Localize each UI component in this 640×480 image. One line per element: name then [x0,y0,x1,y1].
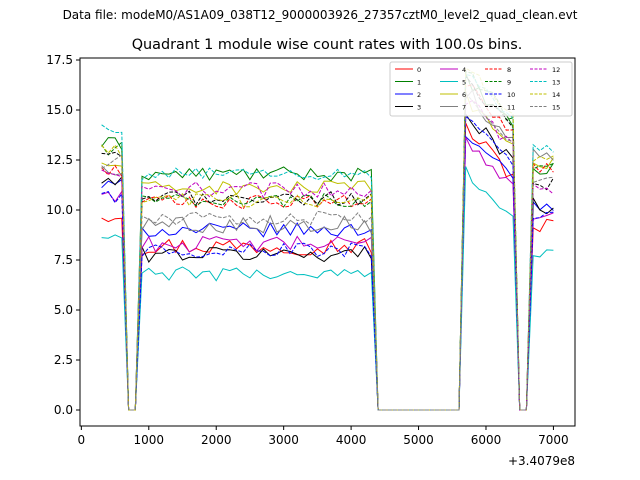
plot-lines [101,67,554,411]
series-line-2 [101,135,554,411]
x-offset-label: +3.4079e8 [508,454,575,468]
x-tick-label: 4000 [336,433,367,447]
series-line-15 [101,92,554,411]
x-tick-label: 6000 [471,433,502,447]
x-tick-label: 3000 [268,433,299,447]
legend-label: 7 [462,104,466,112]
series-line-11 [101,74,554,411]
y-tick-label: 10.0 [46,203,73,217]
legend-label: 15 [552,104,560,112]
y-axis: 0.0 2.5 5.0 7.5 10.0 12.5 15.0 17.5 [46,53,80,417]
chart-title: Quadrant 1 module wise count rates with … [132,37,523,53]
y-tick-label: 12.5 [46,153,73,167]
legend-label: 14 [552,91,560,99]
series-line-8 [101,84,554,411]
series-line-14 [101,67,554,411]
legend-box [389,61,573,117]
legend-label: 0 [417,66,421,74]
axes-frame [79,57,576,427]
series-line-5 [101,166,554,411]
series-line-12 [101,99,554,411]
legend-label: 4 [462,66,466,74]
legend-label: 10 [507,91,515,99]
x-tick-label: 2000 [201,433,232,447]
x-tick-label: 0 [78,433,86,447]
y-tick-label: 0.0 [54,403,73,417]
series-line-13 [101,73,554,411]
y-tick-label: 7.5 [54,253,73,267]
legend-label: 11 [507,104,515,112]
legend-label: 2 [417,91,421,99]
series-line-0 [101,122,554,411]
series-line-1 [101,73,554,411]
y-tick-label: 2.5 [54,353,73,367]
legend-label: 1 [417,79,421,87]
legend-label: 6 [462,91,466,99]
y-tick-label: 17.5 [46,53,73,67]
y-tick-label: 15.0 [46,103,73,117]
x-tick-label: 5000 [403,433,434,447]
series-line-10 [101,115,554,411]
legend-label: 8 [507,66,511,74]
x-tick-label: 1000 [134,433,165,447]
legend-label: 9 [507,79,511,87]
x-axis: 0 1000 2000 3000 4000 5000 6000 7000 [78,426,569,447]
series-line-4 [101,136,554,411]
legend-label: 12 [552,66,560,74]
series-line-3 [101,112,554,411]
series-line-6 [101,91,554,411]
y-tick-label: 5.0 [54,303,73,317]
x-tick-label: 7000 [538,433,569,447]
legend-label: 3 [417,104,421,112]
legend-label: 13 [552,79,560,87]
figure-suptitle: Data file: modeM0/AS1A09_038T12_90000039… [63,8,578,22]
legend-label: 5 [462,79,466,87]
